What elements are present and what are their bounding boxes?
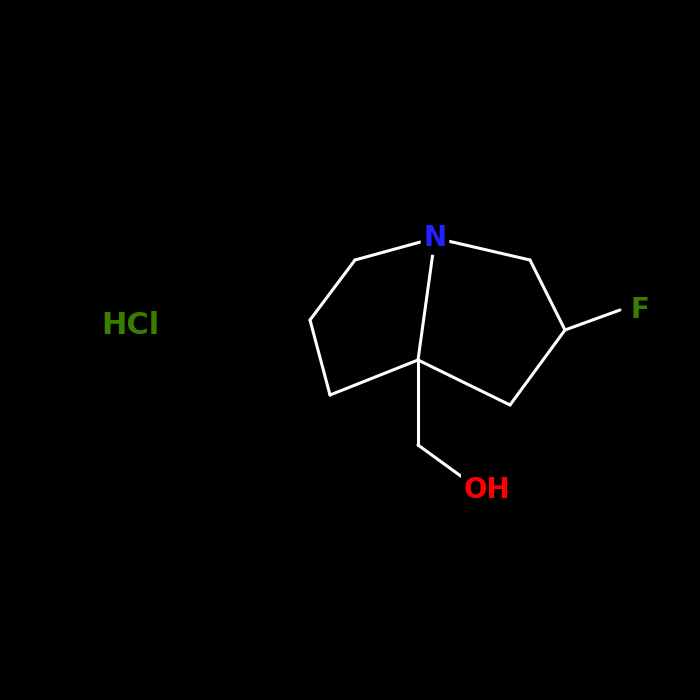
Text: OH: OH xyxy=(463,476,510,504)
Text: N: N xyxy=(424,224,447,252)
Text: HCl: HCl xyxy=(101,311,159,340)
Text: F: F xyxy=(631,296,650,324)
